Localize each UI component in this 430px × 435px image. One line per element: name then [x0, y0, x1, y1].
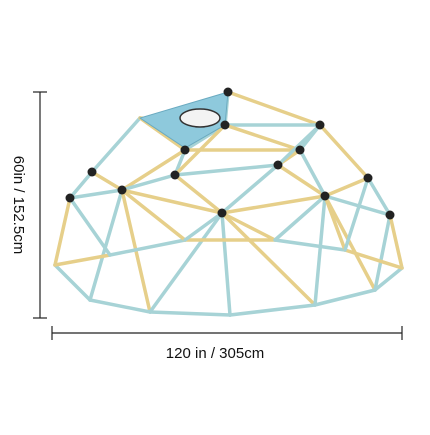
width-dimension [51, 326, 403, 340]
dome-bar [53, 263, 92, 302]
dome-bar [313, 288, 377, 307]
dome-bar [53, 196, 72, 267]
dome-bar [148, 211, 224, 314]
hub [273, 160, 283, 170]
hub [295, 145, 305, 155]
dome-bar [53, 253, 112, 267]
dome-bar [68, 188, 124, 200]
dome-climber [53, 87, 404, 317]
dome-bar [120, 148, 187, 192]
dome-bar [220, 211, 232, 317]
height-dimension [33, 91, 47, 319]
width-label: 120 in / 305cm [166, 345, 264, 362]
dome-bar [388, 213, 404, 270]
dome-bar [220, 211, 317, 307]
dome-bar [148, 310, 232, 317]
dome-bar [373, 266, 404, 292]
dome-bar [173, 173, 224, 215]
dome-bar [276, 163, 327, 198]
dome-bar [343, 248, 404, 270]
dome-bar [220, 163, 280, 215]
hub [117, 185, 127, 195]
hub [220, 120, 230, 130]
hub [385, 210, 395, 220]
dome-bar [323, 194, 347, 252]
dome-bar [220, 211, 277, 242]
dome-bar [90, 170, 124, 192]
hub [170, 170, 180, 180]
dome-bar [373, 213, 392, 292]
hub [320, 191, 330, 201]
dome-bar [228, 303, 317, 317]
hub [223, 87, 233, 97]
hub [87, 167, 97, 177]
dome-bar [88, 298, 152, 314]
dome-bar [276, 123, 322, 167]
dome-bar [183, 211, 224, 242]
hub [363, 173, 373, 183]
dome-bar [68, 196, 112, 257]
dome-bar [323, 176, 370, 198]
dome-bar [108, 238, 187, 257]
dome-bar [273, 194, 327, 242]
canopy-emblem [179, 108, 221, 128]
dome-bar [313, 194, 327, 307]
dome-bar [120, 173, 177, 192]
dome-bar [88, 188, 124, 302]
hub [180, 145, 190, 155]
hub [315, 120, 325, 130]
dome-bar [273, 238, 347, 252]
dome-bar [173, 163, 280, 177]
height-label: 60in / 152.5cm [10, 156, 27, 254]
dome-bar [173, 123, 227, 177]
dome-bar [68, 170, 94, 200]
dome-bar [226, 90, 322, 127]
dome-bar [120, 188, 224, 215]
dome-bar [120, 188, 187, 242]
dome-bar [343, 176, 370, 252]
dome-bar [323, 194, 377, 292]
dome-bar [298, 148, 327, 198]
hub [65, 193, 75, 203]
dome-bar [366, 176, 392, 217]
hub [217, 208, 227, 218]
dome-bar [223, 123, 302, 152]
dome-bar [318, 123, 370, 180]
dome-bar [220, 194, 327, 215]
dome-bar [90, 116, 142, 174]
